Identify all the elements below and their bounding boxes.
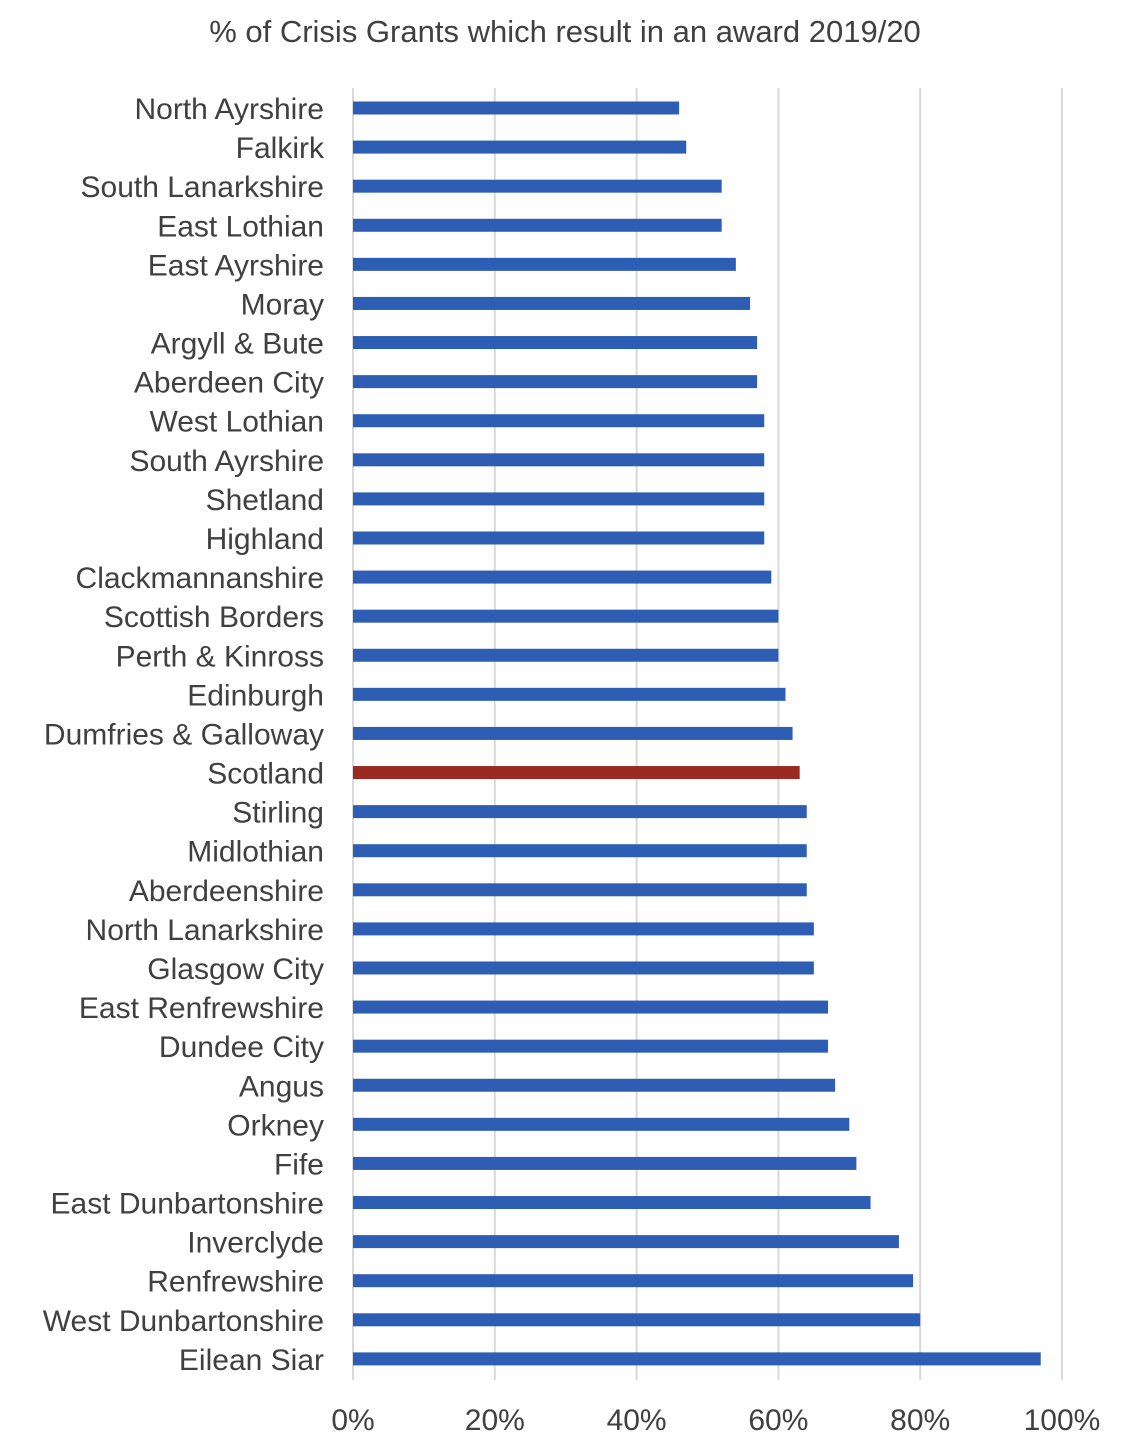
category-label: Renfrewshire (147, 1266, 324, 1299)
bar (353, 336, 758, 350)
bar (353, 1196, 871, 1210)
bar (353, 1039, 829, 1053)
category-label: Aberdeen City (134, 367, 324, 400)
bar (353, 1235, 899, 1249)
category-label: Argyll & Bute (151, 328, 324, 361)
bar (353, 1352, 1041, 1366)
x-tick-label: 60% (748, 1404, 808, 1437)
category-label: Perth & Kinross (116, 640, 324, 673)
category-label: Midlothian (187, 836, 324, 869)
category-label: Fife (274, 1148, 324, 1181)
category-label: East Dunbartonshire (51, 1188, 325, 1221)
bar (353, 609, 779, 623)
bar (353, 1156, 857, 1170)
category-label: Orkney (227, 1109, 324, 1142)
bar (353, 883, 807, 897)
x-tick-label: 0% (331, 1404, 374, 1437)
bar (353, 922, 814, 936)
category-label: Moray (241, 288, 324, 321)
bar (353, 726, 793, 740)
category-label: West Lothian (149, 406, 324, 439)
category-label: Angus (239, 1070, 324, 1103)
category-label: Scottish Borders (104, 601, 324, 634)
x-tick-label: 20% (465, 1404, 525, 1437)
bar (353, 1078, 836, 1092)
bar (353, 101, 680, 115)
category-label: Aberdeenshire (129, 875, 324, 908)
category-labels: North Ayrshire Falkirk South Lanarkshire Ea… (43, 93, 325, 1377)
bar (353, 1274, 914, 1288)
category-label: East Lothian (157, 210, 324, 243)
category-label: East Ayrshire (148, 249, 324, 282)
category-label: Dundee City (159, 1031, 324, 1064)
bar (353, 1000, 829, 1014)
category-label: South Ayrshire (129, 445, 324, 478)
bars (353, 101, 1041, 1366)
category-label: Dumfries & Galloway (44, 718, 324, 751)
bar (353, 531, 765, 545)
category-label: North Lanarkshire (86, 914, 324, 947)
x-tick-label: 100% (1024, 1404, 1101, 1437)
category-label: Stirling (232, 797, 324, 830)
category-label: Shetland (206, 484, 324, 517)
bar (353, 375, 758, 389)
category-label: Eilean Siar (179, 1344, 324, 1377)
category-label: East Renfrewshire (79, 992, 324, 1025)
bar (353, 218, 722, 232)
bar (353, 414, 765, 428)
x-tick-label: 40% (607, 1404, 667, 1437)
x-axis-tick-labels: 0% 20% 40% 60% 80% 100% (331, 1404, 1100, 1437)
category-label: West Dunbartonshire (43, 1305, 324, 1338)
x-tick-label: 80% (890, 1404, 950, 1437)
bar (353, 257, 736, 271)
bar (353, 296, 751, 310)
bar (353, 453, 765, 467)
category-label: North Ayrshire (134, 93, 324, 126)
category-label: Glasgow City (147, 953, 324, 986)
bar (353, 766, 800, 780)
category-label: Inverclyde (187, 1227, 324, 1260)
category-label: Highland (206, 523, 324, 556)
bar (353, 648, 779, 662)
bar (353, 492, 765, 506)
category-label: Falkirk (236, 132, 325, 165)
bar (353, 179, 722, 193)
category-label: Scotland (207, 758, 324, 791)
bar (353, 805, 807, 819)
bar (353, 570, 772, 584)
bar (353, 687, 786, 701)
category-label: South Lanarkshire (81, 171, 325, 204)
bar (353, 1117, 850, 1131)
bar (353, 844, 807, 858)
bar (353, 961, 814, 975)
bar (353, 1313, 921, 1327)
category-label: Clackmannanshire (76, 562, 324, 595)
chart-title: % of Crisis Grants which result in an aw… (209, 14, 921, 49)
category-label: Edinburgh (187, 679, 324, 712)
bar (353, 140, 687, 154)
